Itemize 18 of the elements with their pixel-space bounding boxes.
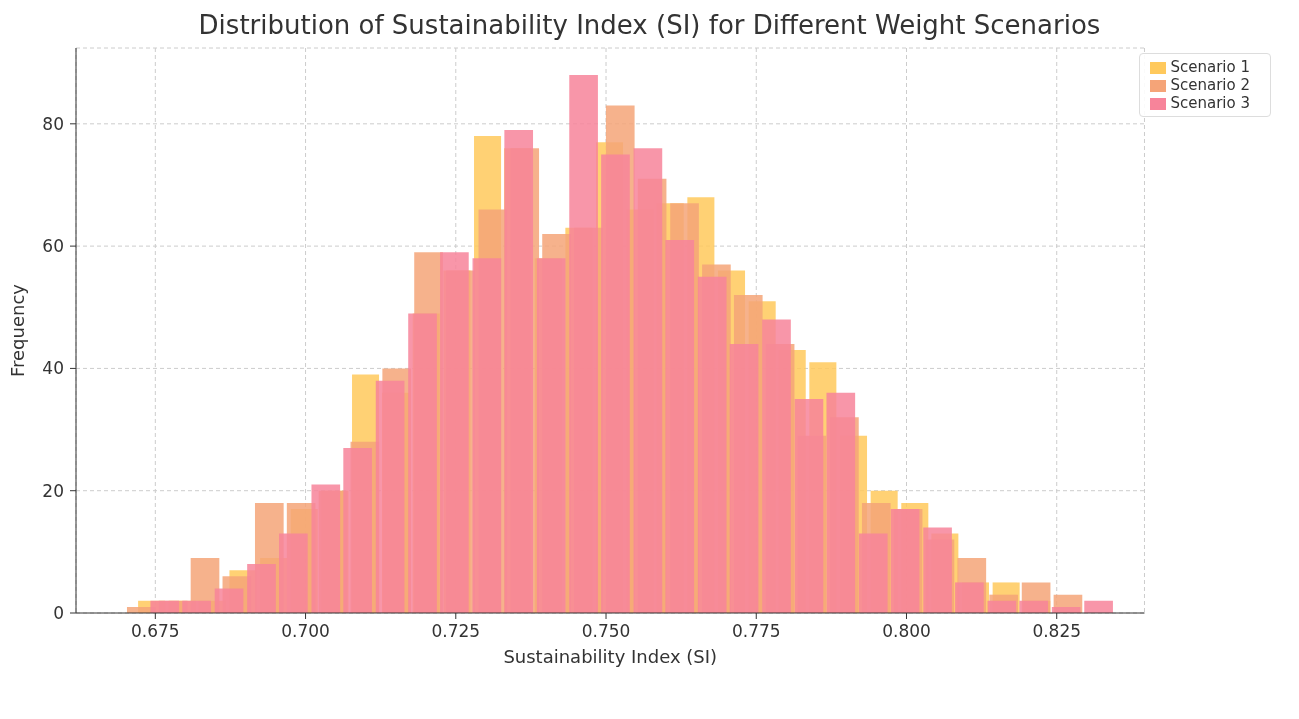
y-tick-label: 20	[42, 480, 64, 501]
x-tick-label: 0.675	[130, 621, 180, 641]
x-tick-label: 0.725	[431, 621, 481, 641]
x-tick-label: 0.700	[281, 621, 330, 641]
x-tick-label: 0.825	[1032, 621, 1082, 641]
legend-label: Scenario 3	[1170, 94, 1250, 112]
x-tick-label: 0.750	[581, 621, 631, 641]
legend-label: Scenario 2	[1170, 76, 1250, 94]
x-tick-label: 0.775	[731, 621, 781, 641]
y-tick-label: 40	[42, 358, 64, 379]
legend-label: Scenario 1	[1170, 58, 1250, 76]
y-tick-label: 60	[42, 236, 64, 257]
x-axis-title: Sustainability Index (SI)	[503, 646, 718, 667]
chart-title: Distribution of Sustainability Index (SI) for Different Weight Scenarios	[197, 10, 1102, 40]
y-axis-title: Frequency	[7, 283, 29, 377]
x-tick-label: 0.800	[882, 621, 931, 641]
y-tick-label: 0	[53, 603, 64, 623]
y-tick-label: 80	[42, 113, 64, 134]
